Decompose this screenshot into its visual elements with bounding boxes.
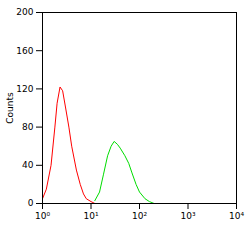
svg-text:0: 0 (28, 198, 34, 208)
svg-text:10²: 10² (132, 211, 147, 221)
svg-text:Counts: Counts (5, 92, 15, 124)
svg-text:10⁰: 10⁰ (35, 211, 50, 221)
svg-text:120: 120 (16, 84, 33, 94)
svg-text:40: 40 (22, 160, 34, 170)
svg-text:10⁴: 10⁴ (229, 211, 244, 221)
svg-text:80: 80 (22, 122, 34, 132)
svg-text:160: 160 (16, 46, 33, 56)
svg-text:10³: 10³ (180, 211, 195, 221)
svg-text:10¹: 10¹ (83, 211, 98, 221)
svg-text:200: 200 (16, 7, 33, 17)
